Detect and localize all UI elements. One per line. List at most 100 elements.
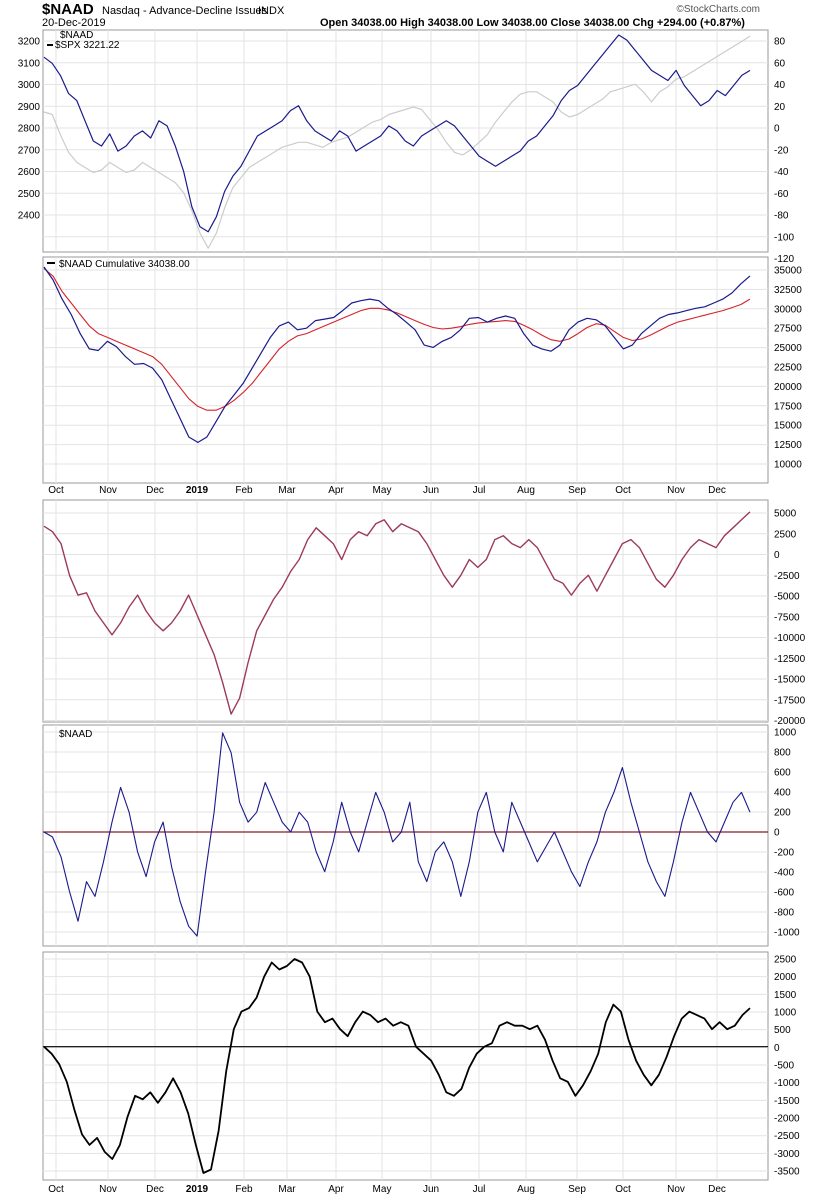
right-axis-tick: -200 xyxy=(774,848,794,859)
legend-entry: $SPX 3221.22 xyxy=(55,40,120,51)
right-axis-tick: -80 xyxy=(774,211,789,222)
description: Nasdaq - Advance-Decline Issues xyxy=(102,5,268,17)
right-axis-tick: 2500 xyxy=(774,955,797,966)
right-axis-tick: 400 xyxy=(774,788,791,799)
right-axis-tick: -5000 xyxy=(774,592,800,603)
chart-date: 20-Dec-2019 xyxy=(42,17,106,29)
right-axis-tick: 2500 xyxy=(774,529,797,540)
cumulative-line xyxy=(43,266,751,443)
month-label: Dec xyxy=(146,1184,164,1195)
panel-title: $NAAD xyxy=(59,729,92,740)
month-label: Jun xyxy=(423,1184,439,1195)
right-axis-tick: -3000 xyxy=(774,1149,800,1160)
oscillator-line xyxy=(43,958,751,1174)
right-axis-tick: 25000 xyxy=(774,343,802,354)
right-axis-tick: -2500 xyxy=(774,1131,800,1142)
month-label: Sep xyxy=(568,485,586,496)
right-axis-tick: 500 xyxy=(774,1025,791,1036)
right-axis-tick: 17500 xyxy=(774,401,802,412)
right-axis-tick: -3500 xyxy=(774,1167,800,1178)
symbol: $NAAD xyxy=(42,1,94,18)
right-axis-tick: -12500 xyxy=(774,654,806,665)
right-axis-tick: -15000 xyxy=(774,675,806,686)
right-axis-tick: 5000 xyxy=(774,509,797,520)
right-axis-tick: 600 xyxy=(774,768,791,779)
right-axis-tick: -40 xyxy=(774,167,789,178)
right-axis-tick: 200 xyxy=(774,808,791,819)
panel-5-frame xyxy=(42,951,769,1181)
left-axis-tick: 2400 xyxy=(18,211,41,222)
month-label: Nov xyxy=(667,485,685,496)
month-label: May xyxy=(373,1184,392,1195)
right-axis-tick: -2500 xyxy=(774,571,800,582)
right-axis-tick: 20000 xyxy=(774,382,802,393)
quote-summary: Open 34038.00 High 34038.00 Low 34038.00… xyxy=(320,17,745,29)
right-axis-tick: -600 xyxy=(774,888,794,899)
left-axis-tick: 2700 xyxy=(18,145,41,156)
month-label: Apr xyxy=(328,485,344,496)
month-label: Jul xyxy=(473,1184,486,1195)
right-axis-tick: -20 xyxy=(774,145,789,156)
right-axis-tick: 80 xyxy=(774,37,786,48)
right-axis-tick: 0 xyxy=(774,124,780,135)
right-axis-tick: 1000 xyxy=(774,1008,797,1019)
right-axis-tick: 0 xyxy=(774,1043,780,1054)
right-axis-tick: 0 xyxy=(774,828,780,839)
month-label: Apr xyxy=(328,1184,344,1195)
right-axis-tick: -120 xyxy=(774,254,794,265)
month-label: Oct xyxy=(615,485,631,496)
month-label: Dec xyxy=(146,485,164,496)
left-axis-tick: 3100 xyxy=(18,58,41,69)
right-axis-tick: -1500 xyxy=(774,1096,800,1107)
right-axis-tick: 800 xyxy=(774,748,791,759)
exchange: INDX xyxy=(258,5,285,17)
moving-average-line xyxy=(43,268,751,411)
month-label: Dec xyxy=(708,1184,726,1195)
month-label: 2019 xyxy=(186,1184,209,1195)
legend-entry: $NAAD xyxy=(60,30,93,41)
month-label: Mar xyxy=(278,485,296,496)
right-axis-tick: -17500 xyxy=(774,695,806,706)
right-axis-tick: -400 xyxy=(774,868,794,879)
spx-series-line xyxy=(43,35,751,249)
left-axis-tick: 3200 xyxy=(18,37,41,48)
panel-3-frame xyxy=(42,499,769,723)
right-axis-tick: 27500 xyxy=(774,324,802,335)
right-axis-tick: 1000 xyxy=(774,728,797,739)
month-label: Oct xyxy=(48,485,64,496)
right-axis-tick: -20000 xyxy=(774,716,806,727)
month-label: 2019 xyxy=(186,485,209,496)
month-label: Sep xyxy=(568,1184,586,1195)
right-axis-tick: 32500 xyxy=(774,285,802,296)
right-axis-tick: 1500 xyxy=(774,990,797,1001)
right-axis-tick: 35000 xyxy=(774,266,802,277)
month-label: Aug xyxy=(517,1184,535,1195)
month-label: Oct xyxy=(615,1184,631,1195)
right-axis-tick: 2000 xyxy=(774,972,797,983)
month-label: Dec xyxy=(708,485,726,496)
right-axis-tick: -1000 xyxy=(774,1078,800,1089)
month-label: May xyxy=(373,485,392,496)
naad-daily-line xyxy=(43,732,751,937)
right-axis-tick: 0 xyxy=(774,550,780,561)
right-axis-tick: 40 xyxy=(774,80,786,91)
left-axis-tick: 2600 xyxy=(18,167,41,178)
right-axis-tick: -800 xyxy=(774,908,794,919)
left-axis-tick: 2800 xyxy=(18,124,41,135)
panel-4-frame xyxy=(42,724,769,947)
month-label: Mar xyxy=(278,1184,296,1195)
panel3-series-line xyxy=(43,511,751,715)
right-axis-tick: 12500 xyxy=(774,440,802,451)
month-label: Jul xyxy=(473,485,486,496)
month-label: Feb xyxy=(235,1184,253,1195)
right-axis-tick: 20 xyxy=(774,102,786,113)
right-axis-tick: -2000 xyxy=(774,1114,800,1125)
right-axis-tick: 15000 xyxy=(774,421,802,432)
right-axis-tick: -7500 xyxy=(774,612,800,623)
left-axis-tick: 2900 xyxy=(18,102,41,113)
right-axis-tick: 60 xyxy=(774,58,786,69)
month-label: Nov xyxy=(99,1184,117,1195)
panel-2-frame xyxy=(42,256,769,484)
stockcharts-logo: ©StockCharts.com xyxy=(676,4,760,15)
